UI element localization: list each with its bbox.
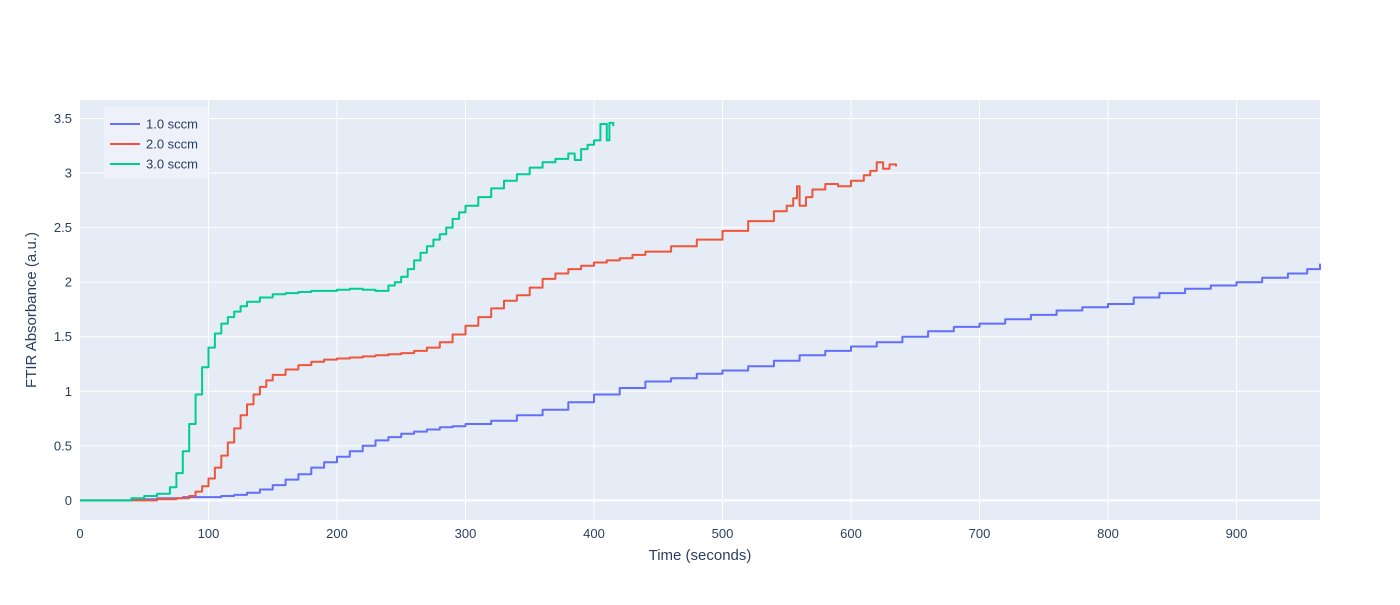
legend-label: 2.0 sccm <box>146 137 198 152</box>
y-tick-label: 2 <box>65 275 72 290</box>
x-tick-label: 600 <box>840 526 862 541</box>
y-axis-title: FTIR Absorbance (a.u.) <box>23 232 40 388</box>
gridlines <box>80 100 1320 520</box>
y-axis-ticks: 0 0.5 1 1.5 2 2.5 3 3.5 <box>54 111 72 508</box>
y-tick-label: 2.5 <box>54 220 72 235</box>
x-axis-ticks: 0 100 200 300 400 500 600 700 800 900 <box>76 526 1247 541</box>
y-tick-label: 3.5 <box>54 111 72 126</box>
x-axis-title: Time (seconds) <box>649 547 752 564</box>
series-line-3 <box>80 121 615 502</box>
y-tick-label: 0.5 <box>54 438 72 453</box>
series-lines <box>80 121 1321 502</box>
legend-item-1[interactable]: 1.0 sccm <box>110 117 198 132</box>
plot-background <box>80 100 1320 520</box>
legend-label: 3.0 sccm <box>146 157 198 172</box>
series-line-2 <box>80 161 897 502</box>
series-line-1 <box>80 263 1321 502</box>
y-tick-label: 1.5 <box>54 329 72 344</box>
x-tick-label: 100 <box>198 526 220 541</box>
legend-label: 1.0 sccm <box>146 117 198 132</box>
legend[interactable]: 1.0 sccm 2.0 sccm 3.0 sccm <box>104 107 208 179</box>
x-tick-label: 800 <box>1097 526 1119 541</box>
x-tick-label: 300 <box>455 526 477 541</box>
x-tick-label: 0 <box>76 526 83 541</box>
x-tick-label: 200 <box>326 526 348 541</box>
x-tick-label: 700 <box>969 526 991 541</box>
legend-item-2[interactable]: 2.0 sccm <box>110 137 198 152</box>
y-tick-label: 3 <box>65 166 72 181</box>
x-tick-label: 900 <box>1226 526 1248 541</box>
x-tick-label: 500 <box>712 526 734 541</box>
legend-item-3[interactable]: 3.0 sccm <box>110 157 198 172</box>
y-tick-label: 0 <box>65 493 72 508</box>
y-tick-label: 1 <box>65 384 72 399</box>
x-tick-label: 400 <box>583 526 605 541</box>
